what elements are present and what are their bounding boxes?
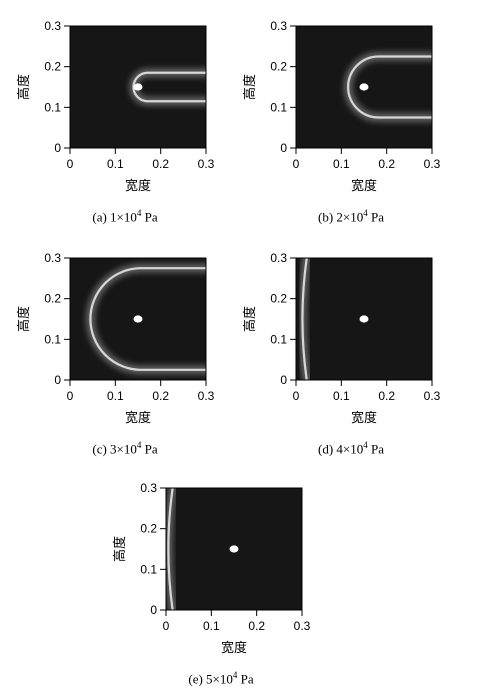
y-tick-label: 0.3 (140, 481, 157, 495)
heatmap-b: 0 0.1 0.2 0.3 0 0.1 0.2 0.3 宽度 高度 (242, 19, 441, 194)
x-axis-label: 宽度 (351, 178, 377, 194)
caption-b-exp: 4 (363, 208, 368, 218)
y-tick-label: 0.1 (270, 332, 287, 346)
y-tick-label: 0.1 (44, 100, 61, 114)
y-tick-label: 0.2 (270, 60, 287, 74)
plot-panel-c: 0 0.1 0.2 0.3 0 0.1 0.2 0.3 宽度 高度 (c) 3×104 Pa (10, 240, 240, 470)
x-tick-label: 0.3 (424, 389, 441, 403)
x-tick-label: 0.2 (378, 389, 395, 403)
y-tick-label: 0.2 (140, 522, 157, 536)
plot-panel-d: 0 0.1 0.2 0.3 0 0.1 0.2 0.3 宽度 高度 (d) 4×104 Pa (236, 240, 466, 470)
y-tick-label: 0.1 (140, 562, 157, 576)
x-axis-label: 宽度 (351, 410, 377, 426)
source-point (229, 545, 239, 553)
x-tick-label: 0.1 (107, 157, 124, 171)
y-tick-label: 0.2 (44, 292, 61, 306)
x-tick-label: 0 (163, 619, 170, 633)
y-tick-label: 0 (280, 373, 287, 387)
plot-frame (69, 257, 207, 381)
plot-frame (165, 487, 303, 611)
caption-c-exp: 4 (136, 440, 142, 450)
y-axis-label: 高度 (16, 74, 32, 100)
caption-a-prefix: (a) 1×10 (92, 209, 137, 225)
y-tick-label: 0 (54, 141, 61, 155)
x-axis-label: 宽度 (125, 178, 151, 194)
plot-frame (69, 25, 207, 149)
y-axis-label: 高度 (16, 306, 32, 332)
y-tick-label: 0.1 (270, 100, 287, 114)
caption-c-prefix: (c) 3×10 (92, 441, 137, 457)
plot-frame (295, 25, 433, 149)
caption-d-prefix: (d) 4×10 (318, 441, 364, 457)
caption-d: (d) 4×104 Pa (236, 440, 466, 457)
y-axis-label: 高度 (242, 74, 258, 100)
x-tick-label: 0.1 (203, 619, 220, 633)
caption-d-exp: 4 (363, 440, 368, 450)
x-axis-label: 宽度 (125, 410, 151, 426)
x-axis-label: 宽度 (221, 640, 247, 656)
heatmap-c: 0 0.1 0.2 0.3 0 0.1 0.2 0.3 宽度 高度 (16, 251, 215, 426)
source-point (359, 315, 369, 323)
y-tick-label: 0.3 (44, 251, 61, 265)
pressure-front-line (301, 258, 308, 380)
x-tick-label: 0.2 (248, 619, 265, 633)
caption-c: (c) 3×104 Pa (10, 440, 240, 457)
plot-panel-e: 0 0.1 0.2 0.3 0 0.1 0.2 0.3 宽度 高度 (e) 5×104 Pa (106, 470, 336, 700)
y-tick-label: 0 (150, 603, 157, 617)
y-tick-label: 0.2 (44, 60, 61, 74)
x-tick-label: 0.3 (198, 157, 215, 171)
pressure-front-line (167, 488, 174, 610)
caption-d-unit: Pa (367, 441, 384, 457)
source-point (133, 315, 143, 323)
plot-frame (295, 257, 433, 381)
x-tick-label: 0.3 (294, 619, 311, 633)
y-tick-label: 0.3 (270, 19, 287, 33)
x-tick-label: 0.3 (198, 389, 215, 403)
source-point (133, 83, 143, 91)
y-axis-label: 高度 (112, 536, 128, 562)
x-tick-label: 0 (293, 389, 300, 403)
x-tick-label: 0.2 (152, 389, 169, 403)
caption-e-unit: Pa (237, 671, 254, 687)
caption-e-prefix: (e) 5×10 (188, 671, 233, 687)
y-tick-label: 0 (54, 373, 61, 387)
caption-e: (e) 5×104 Pa (106, 670, 336, 687)
caption-a-unit: Pa (141, 209, 158, 225)
caption-a-exp: 4 (136, 208, 142, 218)
x-tick-label: 0.3 (424, 157, 441, 171)
y-tick-label: 0.3 (270, 251, 287, 265)
y-tick-label: 0 (280, 141, 287, 155)
caption-c-unit: Pa (141, 441, 158, 457)
x-tick-label: 0.1 (333, 157, 350, 171)
caption-b-unit: Pa (367, 209, 384, 225)
x-tick-label: 0.1 (333, 389, 350, 403)
y-tick-label: 0.1 (44, 332, 61, 346)
pressure-front-line (89, 267, 206, 371)
x-tick-label: 0 (293, 157, 300, 171)
x-tick-label: 0.1 (107, 389, 124, 403)
caption-b: (b) 2×104 Pa (236, 208, 466, 225)
x-tick-label: 0 (67, 389, 74, 403)
plot-panel-b: 0 0.1 0.2 0.3 0 0.1 0.2 0.3 宽度 高度 (b) 2×104 Pa (236, 8, 466, 238)
pressure-front-line (347, 55, 432, 119)
y-axis-label: 高度 (242, 306, 258, 332)
caption-a: (a) 1×104 Pa (10, 208, 240, 225)
plot-panel-a: 0 0.1 0.2 0.3 0 0.1 0.2 0.3 宽度 高度 (a) 1×104 Pa (10, 8, 240, 238)
y-tick-label: 0.3 (44, 19, 61, 33)
source-point (359, 83, 369, 91)
y-tick-label: 0.2 (270, 292, 287, 306)
caption-e-exp: 4 (232, 670, 238, 680)
heatmap-d: 0 0.1 0.2 0.3 0 0.1 0.2 0.3 宽度 高度 (242, 251, 441, 426)
caption-b-prefix: (b) 2×10 (318, 209, 364, 225)
heatmap-e: 0 0.1 0.2 0.3 0 0.1 0.2 0.3 宽度 高度 (112, 481, 311, 656)
x-tick-label: 0 (67, 157, 74, 171)
x-tick-label: 0.2 (152, 157, 169, 171)
heatmap-a: 0 0.1 0.2 0.3 0 0.1 0.2 0.3 宽度 高度 (16, 19, 215, 194)
x-tick-label: 0.2 (378, 157, 395, 171)
